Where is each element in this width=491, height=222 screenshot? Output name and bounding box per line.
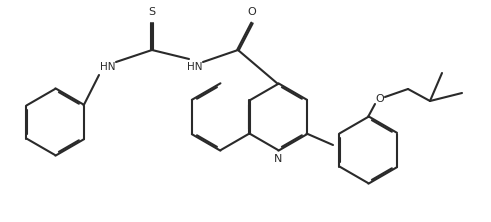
Text: N: N (274, 154, 282, 164)
Text: HN: HN (187, 62, 203, 72)
Text: O: O (376, 94, 384, 104)
Text: O: O (247, 7, 256, 17)
Text: S: S (148, 7, 156, 17)
Text: HN: HN (100, 62, 116, 72)
